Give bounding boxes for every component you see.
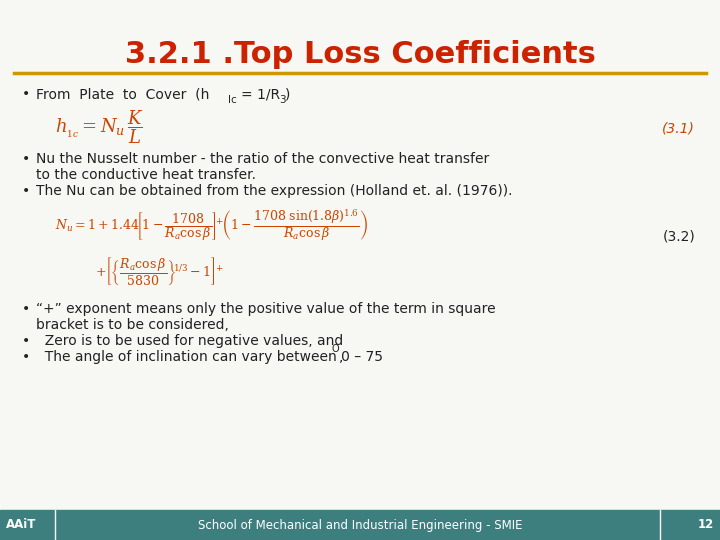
Text: 12: 12	[698, 518, 714, 531]
Text: The angle of inclination can vary between 0 – 75: The angle of inclination can vary betwee…	[36, 350, 383, 364]
Text: (3.1): (3.1)	[662, 122, 695, 136]
Text: •: •	[22, 350, 30, 364]
Text: 3.2.1 .Top Loss Coefficients: 3.2.1 .Top Loss Coefficients	[125, 40, 595, 69]
Text: Zero is to be used for negative values, and: Zero is to be used for negative values, …	[36, 334, 343, 348]
Text: to the conductive heat transfer.: to the conductive heat transfer.	[36, 168, 256, 182]
Text: ,: ,	[339, 350, 343, 364]
Text: = 1/R: = 1/R	[241, 87, 280, 101]
Text: School of Mechanical and Industrial Engineering - SMIE: School of Mechanical and Industrial Engi…	[198, 518, 522, 531]
Text: $h_{_{1c}} = N_u \, \dfrac{K}{L}$: $h_{_{1c}} = N_u \, \dfrac{K}{L}$	[55, 108, 143, 146]
Text: (3.2): (3.2)	[662, 230, 695, 244]
Text: •: •	[22, 87, 30, 101]
Text: •: •	[22, 184, 30, 198]
Text: Nu the Nusselt number - the ratio of the convective heat transfer: Nu the Nusselt number - the ratio of the…	[36, 152, 490, 166]
Text: ): )	[285, 87, 290, 101]
Text: $+\left[\left\{\dfrac{R_a \cos\beta}{5830}\right\}^{\!\!1/3} - 1\right]^{\!\!+}$: $+\left[\left\{\dfrac{R_a \cos\beta}{583…	[95, 255, 223, 287]
Text: 3: 3	[279, 95, 286, 105]
Text: AAiT: AAiT	[6, 518, 37, 531]
Text: From  Plate  to  Cover  (h: From Plate to Cover (h	[36, 87, 210, 101]
Text: O: O	[332, 344, 340, 354]
Bar	[0, 510, 720, 540]
Text: $N_u = 1 + 1.44\!\left[1 - \dfrac{1708}{R_a \cos\beta}\right]^{\!\!+}\!\!\left(1: $N_u = 1 + 1.44\!\left[1 - \dfrac{1708}{…	[55, 207, 368, 243]
Text: The Nu can be obtained from the expression (Holland et. al. (1976)).: The Nu can be obtained from the expressi…	[36, 184, 513, 198]
Text: lc: lc	[228, 95, 237, 105]
Text: •: •	[22, 334, 30, 348]
Text: •: •	[22, 302, 30, 316]
Text: “+” exponent means only the positive value of the term in square: “+” exponent means only the positive val…	[36, 302, 495, 316]
Text: •: •	[22, 152, 30, 166]
Text: bracket is to be considered,: bracket is to be considered,	[36, 318, 229, 332]
